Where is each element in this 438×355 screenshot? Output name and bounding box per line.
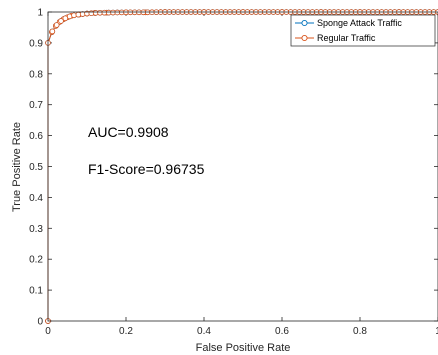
y-tick-label: 0.2 — [29, 255, 43, 266]
x-tick-label: 0.4 — [197, 326, 211, 337]
legend-label-regular-traffic: Regular Traffic — [317, 33, 376, 43]
y-tick-label: 0.5 — [29, 162, 43, 173]
x-tick-label: 0.6 — [275, 326, 289, 337]
y-tick-label: 0.6 — [29, 131, 43, 142]
legend-label-sponge-attack-traffic: Sponge Attack Traffic — [317, 18, 402, 28]
x-tick-label: 0.2 — [119, 326, 133, 337]
y-tick-label: 0.8 — [29, 69, 43, 80]
y-tick-label: 0.3 — [29, 224, 43, 235]
axes-box — [47, 11, 438, 322]
annotation-f1-score: F1-Score=0.96735 — [88, 161, 205, 177]
legend-marker-regular-traffic — [301, 34, 308, 42]
x-axis-title: False Positive Rate — [196, 342, 291, 354]
y-tick-label: 0.9 — [29, 38, 43, 49]
x-tick-label: 0 — [45, 326, 51, 337]
data-point — [53, 22, 60, 28]
legend: Sponge Attack Traffic Regular Traffic — [290, 14, 436, 47]
y-axis-ticks: 0 0.1 0.2 0.3 0.4 0.5 0.6 0.7 0.8 0.9 1 — [29, 8, 438, 328]
x-tick-label: 0.8 — [353, 326, 367, 337]
y-tick-label: 0 — [37, 317, 43, 328]
legend-marker-sponge-attack-traffic — [301, 19, 308, 27]
y-tick-label: 1 — [37, 8, 43, 19]
annotation-auc: AUC=0.9908 — [88, 124, 169, 140]
y-axis-title: True Positive Rate — [11, 122, 23, 212]
x-tick-label: 1 — [435, 326, 438, 337]
plot-area — [48, 12, 438, 321]
data-point — [58, 18, 64, 24]
y-tick-label: 0.7 — [29, 100, 43, 111]
legend-box — [290, 14, 436, 47]
data-point — [49, 28, 56, 35]
y-tick-label: 0.1 — [29, 286, 43, 297]
y-tick-label: 0.4 — [29, 193, 43, 204]
